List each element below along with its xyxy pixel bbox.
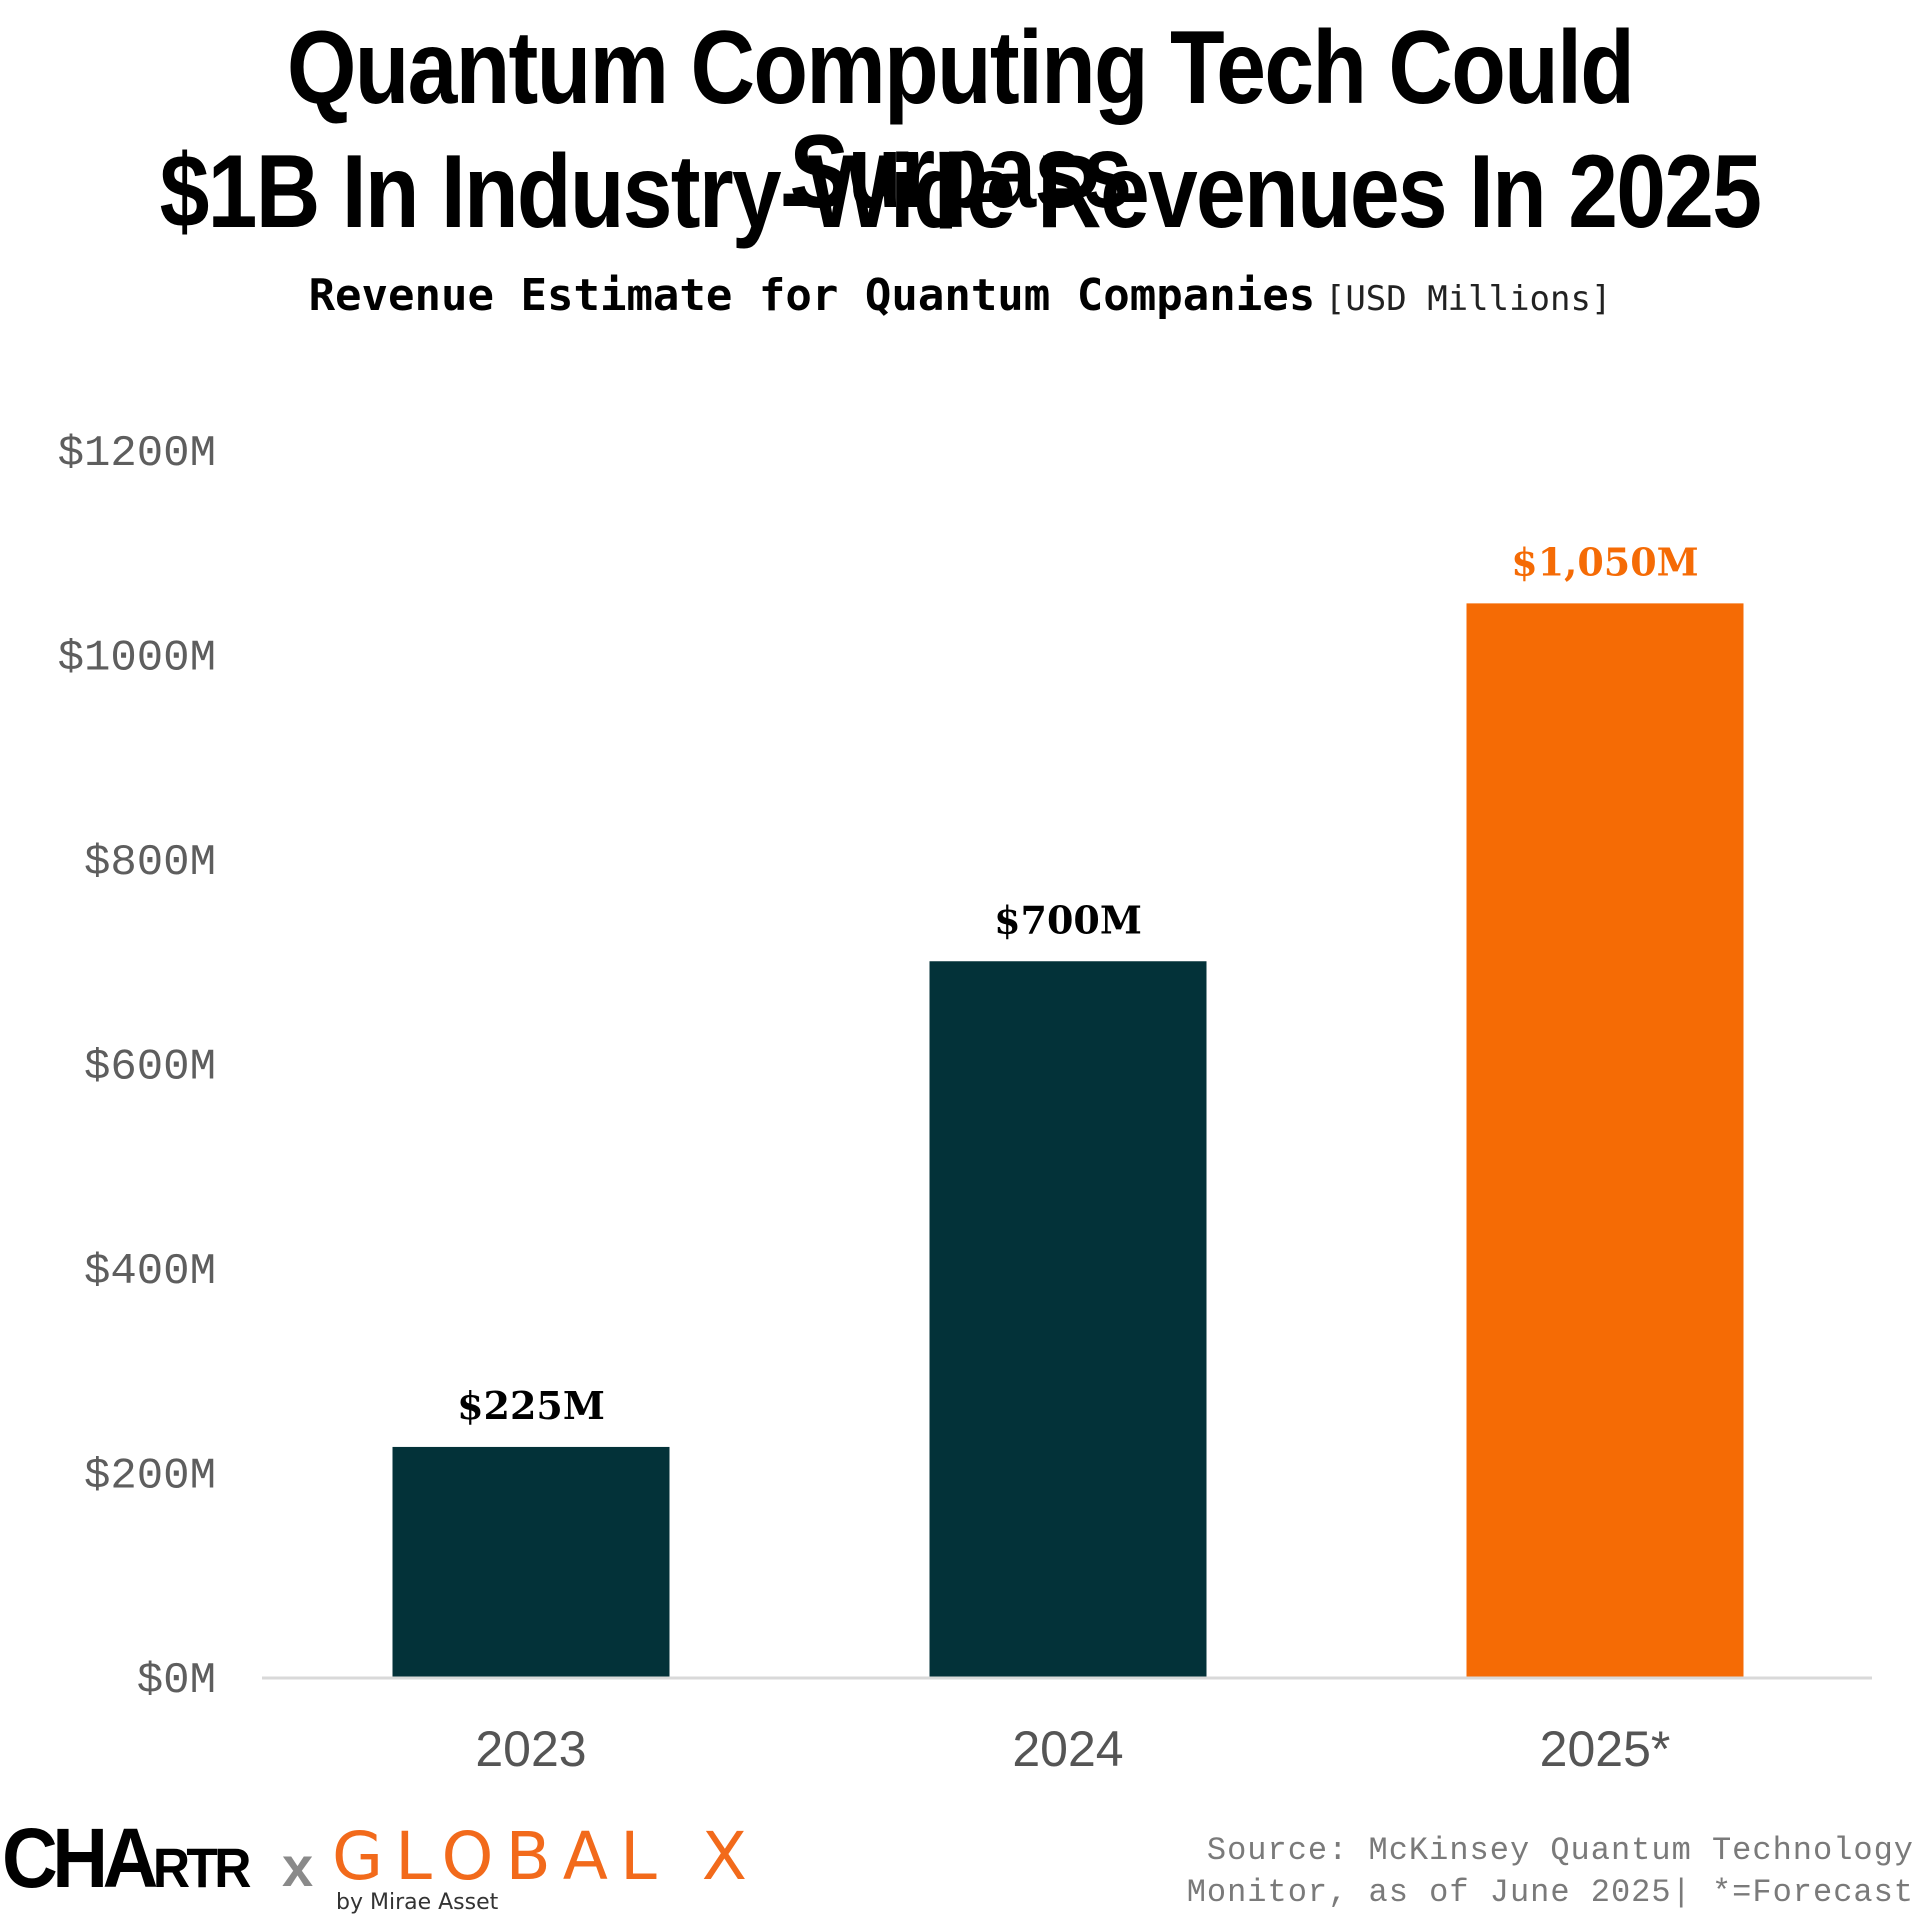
x-tick-label: 2025*: [1540, 1721, 1671, 1777]
source-line-1: Source: McKinsey Quantum Technology: [1206, 1832, 1914, 1869]
subtitle-unit: [USD Millions]: [1324, 279, 1612, 319]
y-tick-label: $400M: [84, 1247, 216, 1297]
value-label: $700M: [994, 897, 1142, 942]
value-label: $1,050M: [1511, 539, 1699, 584]
chart-title-line-1: Quantum Computing Tech Could Surpass: [286, 10, 1635, 230]
y-tick-label: $600M: [84, 1043, 216, 1093]
bars: [392, 603, 1744, 1677]
y-tick-label: $1000M: [58, 634, 216, 684]
chart-title-line-2: $1B In Industry-Wide Revenues In 2025: [159, 134, 1762, 250]
y-tick-label: $200M: [84, 1452, 216, 1502]
x-axis-ticks: 2023 2024 2025*: [475, 1721, 1670, 1777]
y-tick-label: $0M: [137, 1656, 216, 1706]
y-tick-label: $800M: [84, 838, 216, 888]
brand-separator: x: [282, 1835, 314, 1898]
global-x-logo: GLOBAL X: [332, 1818, 759, 1895]
y-tick-label: $1200M: [58, 429, 216, 479]
y-axis-ticks: $0M $200M $400M $600M $800M $1000M $1200M: [58, 429, 216, 1706]
value-label: $225M: [457, 1383, 605, 1428]
subtitle-text: Revenue Estimate for Quantum Companies: [308, 270, 1316, 321]
brand-logos: CHARTR x GLOBAL X by Mirae Asset: [0, 1810, 760, 1917]
bar-2023: [392, 1446, 670, 1677]
x-tick-label: 2024: [1012, 1721, 1123, 1777]
source-line-2: Monitor, as of June 2025| *=Forecast: [1186, 1874, 1914, 1911]
chart-subtitle: Revenue Estimate for Quantum Companies […: [0, 270, 1920, 321]
source-note: Source: McKinsey Quantum Technology Moni…: [1187, 1830, 1914, 1914]
value-labels: $225M $700M $1,050M: [457, 539, 1699, 1428]
x-tick-label: 2023: [475, 1721, 586, 1777]
global-x-subtitle: by Mirae Asset: [336, 1890, 499, 1915]
bar-2025: [1466, 603, 1744, 1677]
bar-2024: [929, 961, 1207, 1677]
chartr-logo: CHARTR: [2, 1811, 251, 1905]
